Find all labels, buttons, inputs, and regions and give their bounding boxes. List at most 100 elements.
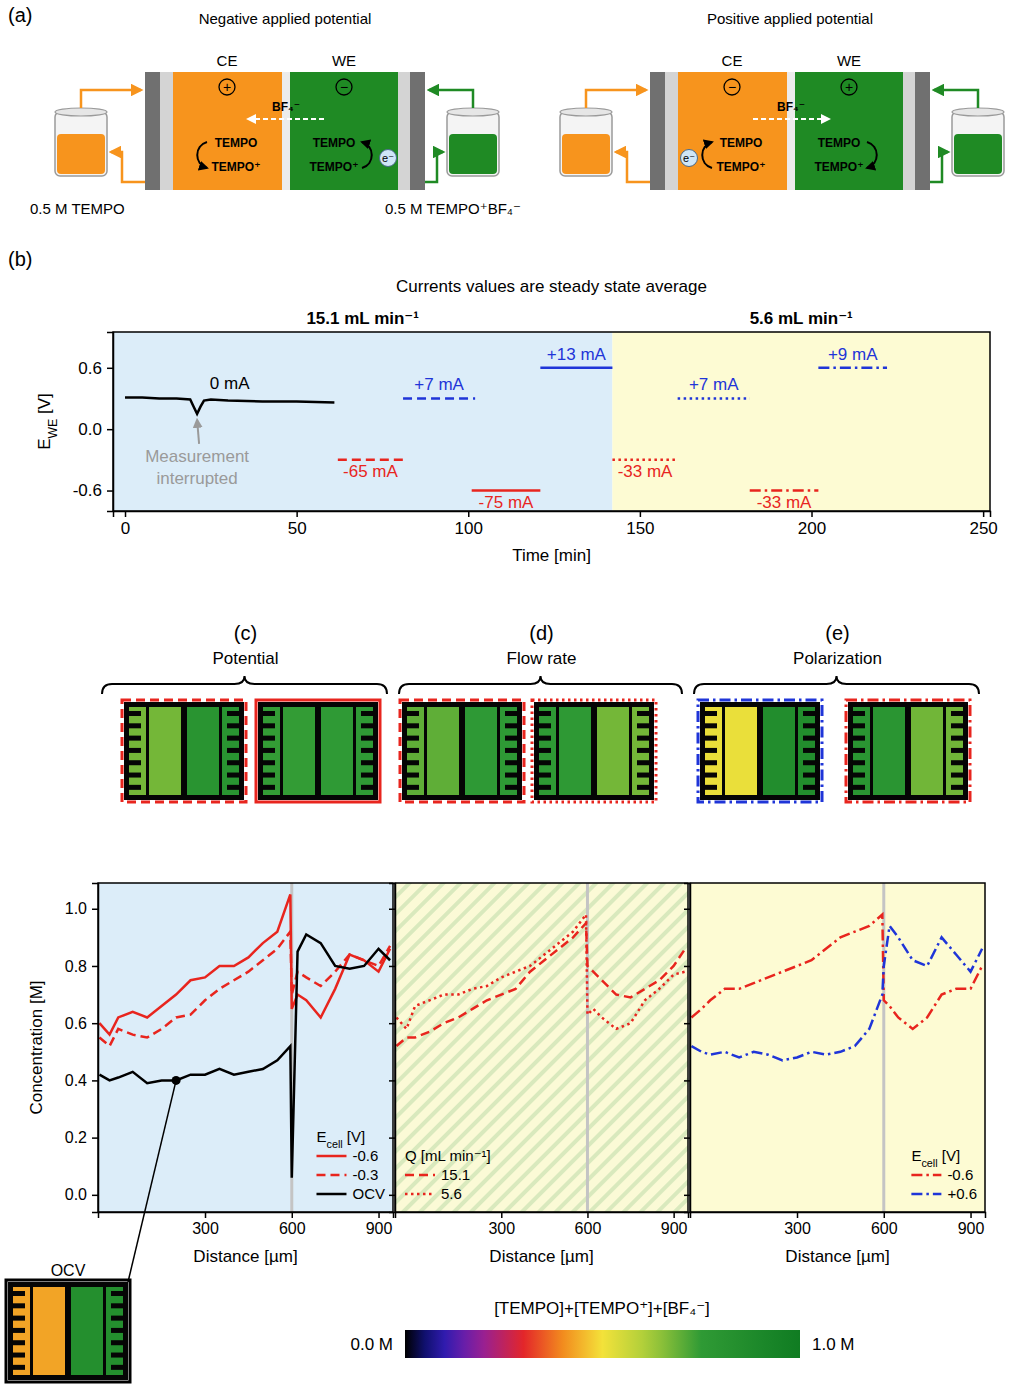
current-label: +13 mA <box>547 345 607 364</box>
electrode-tooth <box>637 748 650 753</box>
series-line <box>678 397 750 400</box>
electrode-label: CE <box>722 52 743 69</box>
panel-label: (b) <box>8 248 32 270</box>
cell-frame <box>145 72 425 190</box>
y-axis: 0.00.20.40.60.81.0 <box>65 884 99 1213</box>
series-line <box>403 397 475 400</box>
electrode-tooth <box>262 711 275 716</box>
panel-label: (e) <box>825 622 849 644</box>
reservoir <box>447 112 499 176</box>
reaction-arrow <box>702 142 712 168</box>
tick: 300 <box>784 1212 811 1237</box>
tick: 600 <box>575 1212 602 1237</box>
electrode-tooth <box>538 785 551 790</box>
y-axis: -0.60.00.6 <box>73 333 114 512</box>
series-line <box>125 397 334 413</box>
panel-label: (d) <box>529 622 553 644</box>
tick-mark <box>684 908 690 910</box>
electrode-region <box>763 707 795 795</box>
tick: 0.2 <box>65 1129 98 1146</box>
figure: (a)Negative applied potentialCEWE+−BF₄⁻T… <box>0 0 1013 1390</box>
image-ground <box>402 702 522 800</box>
tick: 600 <box>871 1212 898 1237</box>
reservoir <box>560 112 612 176</box>
electrode-region <box>946 707 963 795</box>
image-ground <box>124 702 244 800</box>
legend-swatch <box>911 1174 941 1177</box>
tube <box>111 152 145 182</box>
legend-swatch <box>405 1193 435 1196</box>
tick: 0.0 <box>78 420 113 439</box>
reservoir-liquid <box>449 134 497 174</box>
electrode-tooth <box>505 723 518 728</box>
tick-mark <box>389 908 395 910</box>
tick-mark <box>811 511 813 517</box>
tick-label: -0.6 <box>73 481 102 500</box>
chart-title: Currents values are steady state average <box>396 277 707 296</box>
electron-circle <box>681 150 698 167</box>
x-axis: 300600900 <box>99 1212 394 1237</box>
tick <box>684 966 690 967</box>
electrode-region <box>71 1287 103 1375</box>
electrode-tooth <box>704 748 717 753</box>
electrode-tooth <box>12 1316 25 1321</box>
tick-label: 250 <box>969 519 997 538</box>
tick: 900 <box>366 1212 393 1237</box>
tube <box>934 90 978 108</box>
current-label: -65 mA <box>343 462 398 481</box>
reservoir-rim <box>560 108 612 116</box>
series-line <box>612 459 677 462</box>
electrode-tooth <box>128 760 141 765</box>
reservoir <box>952 112 1004 176</box>
electrode-tooth <box>637 711 650 716</box>
tick: 900 <box>958 1212 985 1237</box>
electron-label: e⁻ <box>382 152 394 164</box>
tick-label: 300 <box>488 1220 515 1237</box>
electrode-tooth <box>505 748 518 753</box>
sign-circle <box>724 79 740 95</box>
electrode-tooth <box>704 773 717 778</box>
tick: 100 <box>455 511 483 538</box>
tick: 0.8 <box>65 958 98 975</box>
electrode-tooth <box>852 723 865 728</box>
axis-line <box>396 1213 689 1219</box>
panel-title: Polarization <box>793 649 882 668</box>
tick: 150 <box>626 511 654 538</box>
plot-ground <box>690 883 985 1212</box>
electrode-tooth <box>538 723 551 728</box>
tick <box>684 1138 690 1139</box>
reservoir-rim <box>55 108 107 116</box>
electrode-region <box>33 1287 65 1375</box>
tick-label: 900 <box>958 1220 985 1237</box>
electrode-sign: + <box>223 79 231 95</box>
electrode-tooth <box>12 1353 25 1358</box>
tick-mark <box>983 511 985 517</box>
plot-frame <box>690 883 985 1212</box>
current-collector <box>665 72 915 190</box>
image-ground <box>258 702 378 800</box>
electrode-tooth <box>803 760 816 765</box>
concentration-image <box>698 700 822 802</box>
tube <box>930 152 948 182</box>
unit: [V] <box>343 1128 366 1145</box>
tick: 0.6 <box>65 1015 98 1032</box>
image-border <box>122 700 246 802</box>
electrode-tooth <box>227 711 240 716</box>
electrode-tooth <box>361 711 374 716</box>
electrode-region <box>465 707 497 795</box>
electrode-tooth <box>406 760 419 765</box>
electrode-tooth <box>505 773 518 778</box>
tick-mark <box>673 1212 675 1218</box>
electrode-region <box>853 707 870 795</box>
tick-label: 0.0 <box>78 420 102 439</box>
current-label: -75 mA <box>479 493 534 512</box>
tick: 1.0 <box>65 900 98 917</box>
legend-title: Q [mL min⁻¹] <box>405 1147 491 1164</box>
flow-band <box>113 332 612 511</box>
sign-circle <box>219 79 235 95</box>
cell-frame <box>650 72 930 190</box>
electrode-tooth <box>704 785 717 790</box>
electrode-tooth <box>227 748 240 753</box>
series-line <box>691 926 982 1060</box>
plot-frame <box>113 332 990 511</box>
